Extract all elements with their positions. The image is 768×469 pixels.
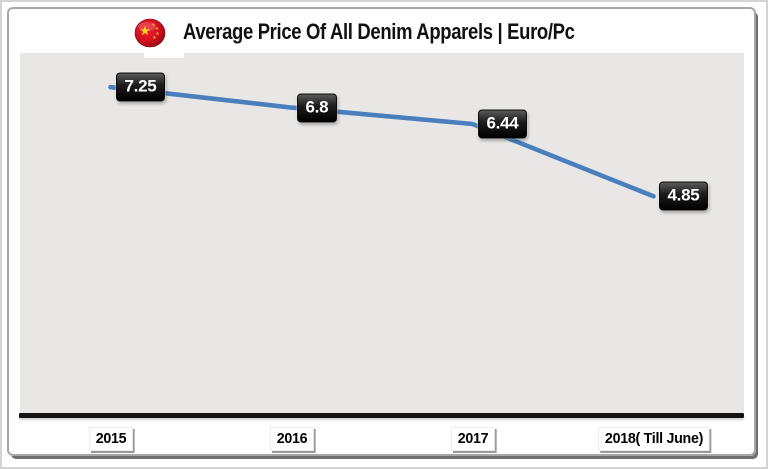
chart-title: Average Price Of All Denim Apparels | Eu… (183, 19, 575, 44)
x-axis-label: 2018( Till June) (597, 427, 710, 451)
data-label: 6.8 (296, 93, 338, 123)
china-flag-icon (134, 18, 166, 48)
x-axis-label: 2016 (269, 427, 314, 451)
flag-backdrop (144, 53, 184, 58)
data-label: 7.25 (115, 72, 166, 102)
data-label: 4.85 (658, 181, 709, 211)
plot-area (20, 53, 744, 413)
data-label: 6.44 (477, 109, 528, 139)
x-axis-label: 2017 (450, 427, 495, 451)
x-axis-label: 2015 (88, 427, 133, 451)
x-axis-line (19, 413, 744, 418)
price-line (108, 84, 656, 199)
